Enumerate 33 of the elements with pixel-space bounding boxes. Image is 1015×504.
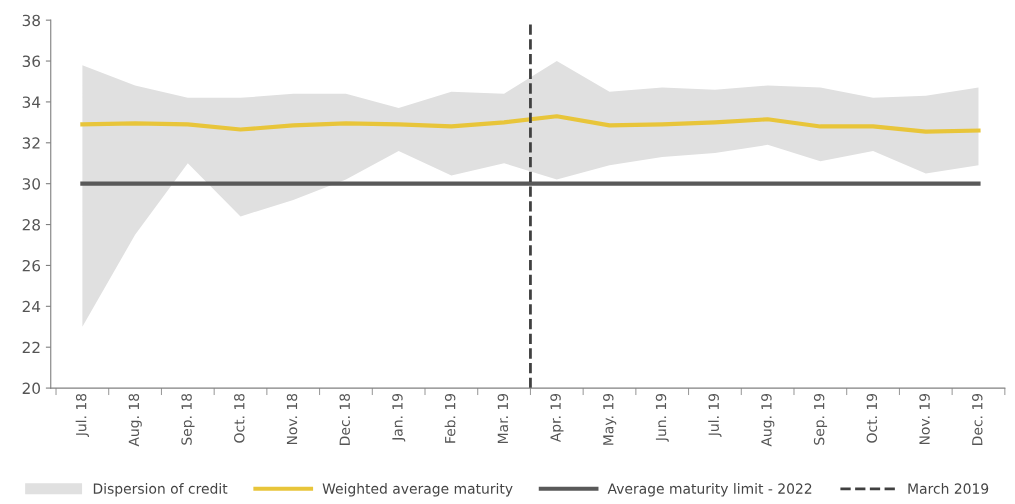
x-tick-label: Sep. 18: [181, 393, 195, 445]
x-tick-label: Jul. 19: [708, 393, 722, 437]
y-tick-label: 22: [22, 341, 40, 353]
y-tick-label: 38: [22, 14, 40, 27]
x-tick-label: Oct. 19: [866, 393, 878, 443]
x-tick-label: Apr. 19: [550, 393, 564, 443]
x-tick-label: Jun. 19: [655, 393, 669, 442]
x-tick-label: Jul. 18: [75, 393, 89, 437]
legend-label: Weighted average maturity: [322, 483, 513, 497]
legend-label: March 2019: [908, 483, 989, 494]
legend-label: Average maturity limit - 2022: [607, 483, 812, 497]
y-tick-label: 34: [22, 96, 41, 108]
x-tick-label: Aug. 19: [761, 393, 775, 447]
x-tick-label: Mar. 19: [497, 393, 509, 444]
x-tick-label: Dec. 18: [339, 393, 350, 445]
x-tick-label: Sep. 19: [813, 393, 828, 445]
line-series: [80, 114, 981, 134]
x-tick-label: Nov. 19: [919, 393, 930, 445]
x-tick-label: Dec. 19: [972, 393, 983, 445]
x-tick-label: Aug. 18: [128, 393, 142, 447]
y-tick-label: 30: [22, 178, 41, 190]
text: Dispersion of credit: [93, 483, 228, 497]
y-tick-label: 36: [22, 55, 41, 68]
y-tick-label: 26: [22, 259, 41, 272]
y-tick-label: 24: [22, 300, 41, 313]
x-tick-label: Feb. 19: [444, 393, 456, 443]
x-tick-label: Oct. 18: [234, 393, 245, 443]
y-tick-label: 32: [22, 137, 40, 149]
x-tick-label: Jan. 19: [392, 393, 406, 442]
x-tick-label: Nov. 18: [286, 393, 298, 445]
y-tick-label: 28: [22, 219, 40, 231]
x-tick-label: May. 19: [603, 393, 617, 445]
y-tick-label: 20: [22, 382, 41, 395]
